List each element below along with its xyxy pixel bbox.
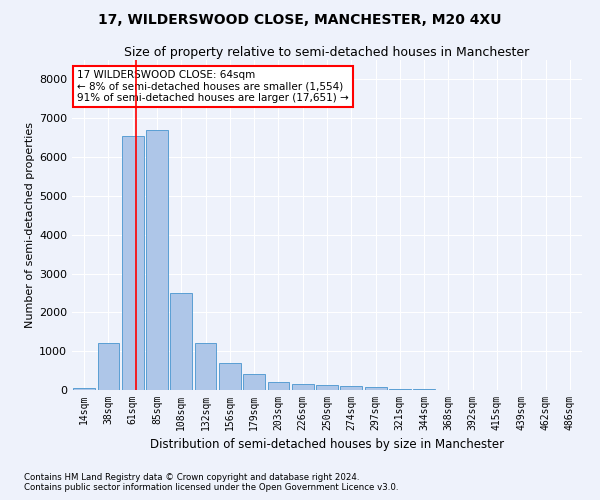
Bar bbox=[292, 384, 314, 390]
Bar bbox=[146, 130, 168, 390]
Bar bbox=[73, 388, 95, 390]
Bar bbox=[194, 344, 217, 390]
Bar bbox=[389, 389, 411, 390]
Bar bbox=[243, 374, 265, 390]
X-axis label: Distribution of semi-detached houses by size in Manchester: Distribution of semi-detached houses by … bbox=[150, 438, 504, 452]
Text: Contains public sector information licensed under the Open Government Licence v3: Contains public sector information licen… bbox=[24, 484, 398, 492]
Bar bbox=[268, 382, 289, 390]
Text: 17, WILDERSWOOD CLOSE, MANCHESTER, M20 4XU: 17, WILDERSWOOD CLOSE, MANCHESTER, M20 4… bbox=[98, 14, 502, 28]
Bar bbox=[97, 344, 119, 390]
Bar bbox=[122, 136, 143, 390]
Bar bbox=[170, 293, 192, 390]
Text: Contains HM Land Registry data © Crown copyright and database right 2024.: Contains HM Land Registry data © Crown c… bbox=[24, 474, 359, 482]
Bar bbox=[219, 363, 241, 390]
Bar bbox=[340, 386, 362, 390]
Bar bbox=[316, 385, 338, 390]
Text: 17 WILDERSWOOD CLOSE: 64sqm
← 8% of semi-detached houses are smaller (1,554)
91%: 17 WILDERSWOOD CLOSE: 64sqm ← 8% of semi… bbox=[77, 70, 349, 103]
Y-axis label: Number of semi-detached properties: Number of semi-detached properties bbox=[25, 122, 35, 328]
Title: Size of property relative to semi-detached houses in Manchester: Size of property relative to semi-detach… bbox=[124, 46, 530, 59]
Bar bbox=[365, 386, 386, 390]
